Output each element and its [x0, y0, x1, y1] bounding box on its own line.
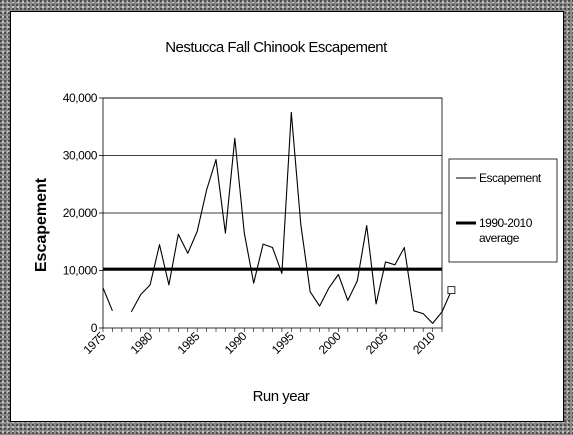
y-tick-label-1: 10,000 [63, 264, 98, 278]
x-axis-ticks: 1975 1980 1985 1990 1995 2000 2005 2010 [80, 328, 443, 357]
legend: Escapement 1990-2010 average [448, 158, 558, 263]
escapement-line-segment-0 [102, 287, 113, 312]
legend-label-average-line2: average [479, 231, 520, 245]
escapement-line-segment-1 [130, 111, 452, 324]
series-layer [102, 111, 456, 324]
escapement-last-point-marker [447, 286, 456, 295]
x-tick-label-5: 2000 [316, 329, 344, 357]
x-tick-label-1: 1980 [128, 329, 156, 357]
x-tick-label-7: 2010 [410, 329, 438, 357]
y-tick-label-2: 20,000 [63, 206, 98, 220]
y-tick-label-0: 0 [91, 321, 98, 335]
chart-title: Nestucca Fall Chinook Escapement [165, 39, 388, 56]
gridlines [102, 97, 443, 329]
legend-label-average: 1990-2010 average [479, 216, 535, 245]
legend-box [448, 158, 558, 263]
x-axis-label: Run year [253, 388, 310, 405]
y-axis-ticks: 0 10,000 20,000 30,000 40,000 [63, 91, 103, 335]
y-axis-label: Escapement [33, 177, 50, 272]
y-tick-label-3: 30,000 [63, 149, 98, 163]
x-tick-label-4: 1995 [269, 329, 297, 357]
x-tick-label-6: 2005 [363, 329, 391, 357]
y-tick-label-4: 40,000 [63, 91, 98, 105]
legend-label-average-line1: 1990-2010 [479, 216, 533, 230]
x-tick-label-2: 1985 [175, 329, 203, 357]
legend-label-escapement: Escapement [479, 171, 542, 185]
x-tick-label-0: 1975 [80, 329, 108, 357]
x-tick-label-3: 1990 [222, 329, 250, 357]
chart-panel: Nestucca Fall Chinook Escapement 0 10,000… [10, 11, 564, 422]
escapement-chart: Nestucca Fall Chinook Escapement 0 10,000… [33, 39, 558, 405]
